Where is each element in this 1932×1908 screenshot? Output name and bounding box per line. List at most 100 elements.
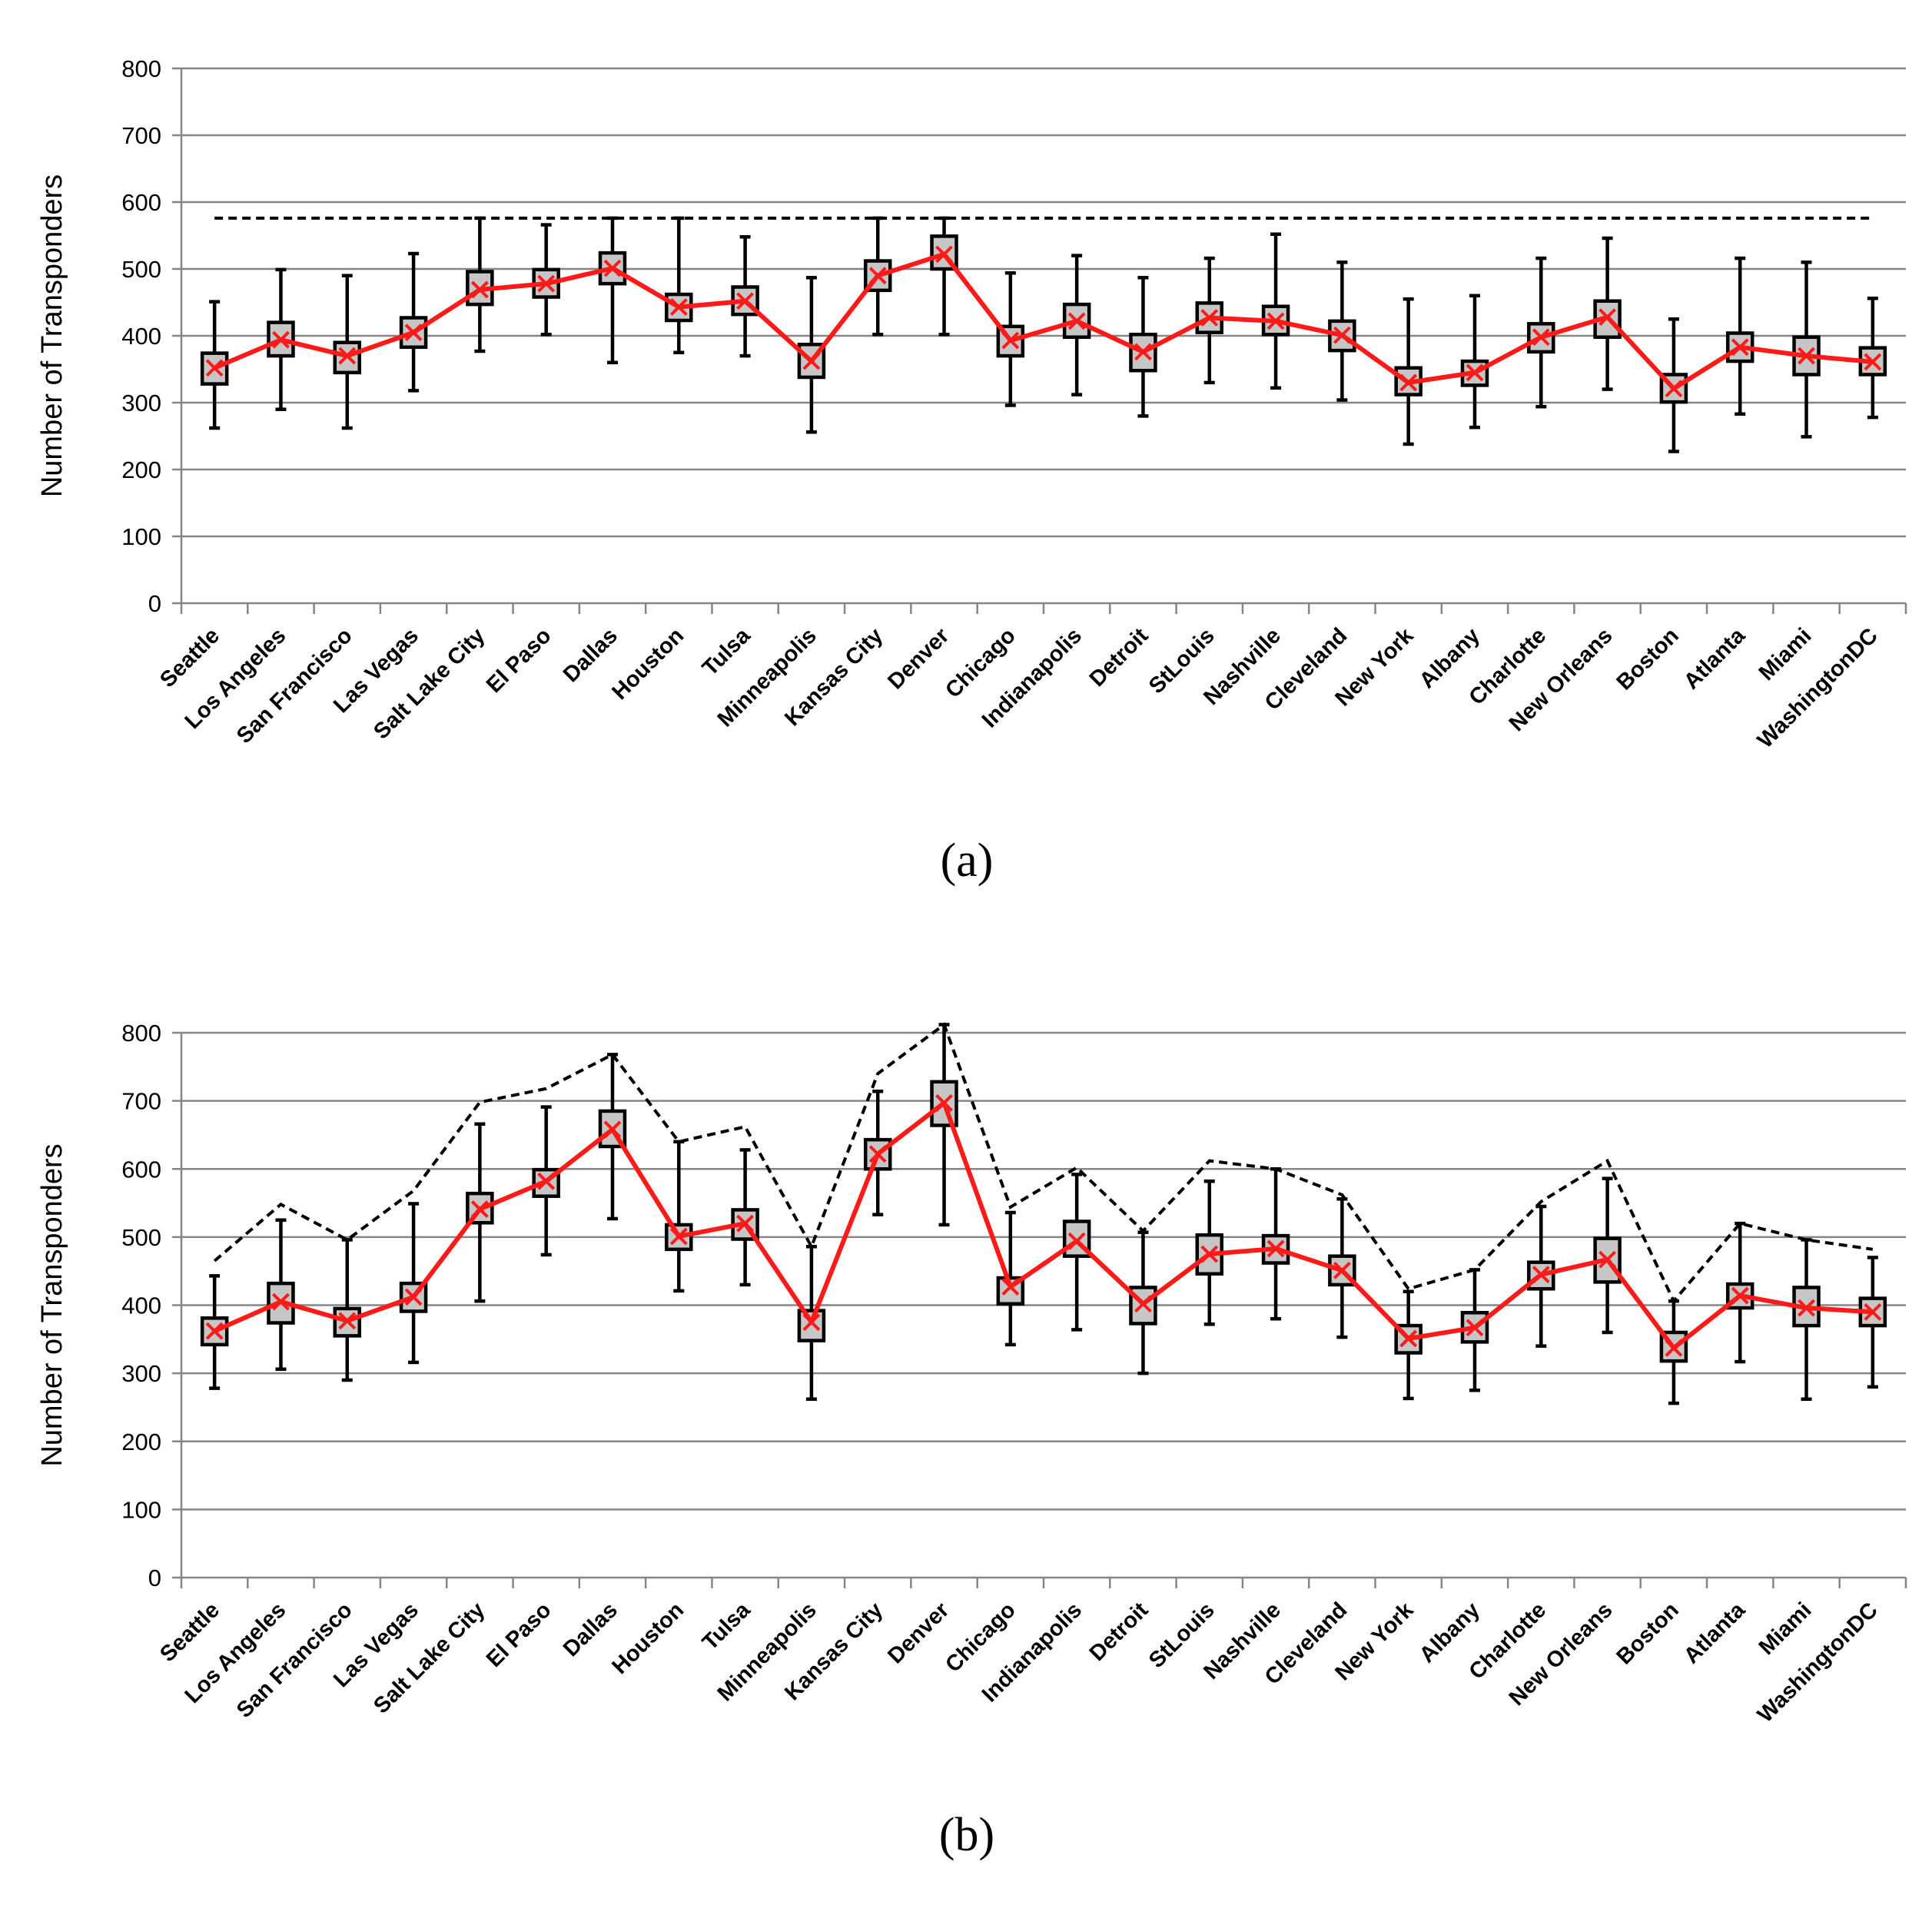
x-tick-label: San Francisco bbox=[232, 623, 357, 748]
mean-marker bbox=[272, 330, 290, 349]
panel-label: (a) bbox=[941, 835, 994, 887]
y-tick-label: 0 bbox=[148, 1565, 161, 1591]
mean-marker bbox=[1598, 1250, 1617, 1269]
y-tick-label: 200 bbox=[121, 1429, 161, 1455]
box bbox=[797, 1309, 826, 1342]
mean-marker bbox=[470, 280, 489, 299]
x-tick-label: El Paso bbox=[482, 623, 556, 698]
mean-marker bbox=[1466, 363, 1484, 382]
mean-marker bbox=[603, 259, 622, 277]
mean-marker bbox=[404, 324, 423, 342]
chart-panel-a: 0 100 200 300 400 500 600 700 800 Number of Trans… bbox=[36, 55, 1907, 887]
mean-marker bbox=[1067, 1232, 1086, 1250]
mean-marker bbox=[1731, 338, 1749, 357]
y-axis-title: Number of Transponders bbox=[36, 1143, 68, 1466]
mean-line bbox=[213, 251, 1874, 391]
mean-marker bbox=[1798, 1299, 1815, 1317]
y-tick-label: 300 bbox=[121, 1360, 161, 1387]
x-tick-label: Atlanta bbox=[1679, 623, 1751, 695]
y-tick-label: 800 bbox=[121, 55, 161, 82]
mean-marker bbox=[272, 1292, 290, 1311]
mean-marker bbox=[1333, 1261, 1351, 1279]
mean-marker bbox=[1532, 1266, 1550, 1284]
box bbox=[1659, 373, 1688, 404]
mean-marker bbox=[338, 347, 357, 365]
mean-marker bbox=[1266, 312, 1285, 330]
y-tick-label: 500 bbox=[121, 1224, 161, 1251]
mean-marker bbox=[1067, 312, 1086, 330]
x-tick-label: Detroit bbox=[1085, 623, 1154, 692]
y-tick-label: 700 bbox=[121, 122, 161, 149]
panel-label: (b) bbox=[939, 1809, 994, 1861]
mean-marker bbox=[1798, 347, 1815, 365]
mean-marker bbox=[1266, 1239, 1285, 1258]
mean-marker bbox=[935, 1093, 953, 1112]
mean-marker bbox=[1532, 328, 1550, 347]
mean-marker bbox=[1399, 373, 1418, 392]
mean-marker bbox=[1134, 343, 1152, 361]
mean-marker bbox=[1598, 308, 1617, 327]
y-tick-label: 0 bbox=[148, 590, 161, 617]
mean-marker bbox=[1731, 1286, 1749, 1305]
y-tick-label: 600 bbox=[121, 189, 161, 216]
x-tick-label: WashingtonDC bbox=[1753, 623, 1883, 753]
mean-marker bbox=[802, 1313, 821, 1332]
mean-marker bbox=[1200, 1245, 1219, 1263]
mean-marker bbox=[1200, 309, 1219, 327]
mean-marker bbox=[802, 352, 821, 370]
x-tick-label: Boston bbox=[1612, 623, 1684, 695]
mean-marker bbox=[537, 1172, 556, 1190]
x-tick-label: Miami bbox=[1754, 623, 1817, 685]
mean-marker bbox=[404, 1288, 423, 1306]
mean-line bbox=[213, 1100, 1874, 1351]
x-tick-label: Tulsa bbox=[698, 623, 755, 681]
y-tick-label: 300 bbox=[121, 390, 161, 416]
x-tick-label: Miami bbox=[1754, 1598, 1817, 1660]
y-tick-label: 400 bbox=[121, 1292, 161, 1319]
mean-marker bbox=[1134, 1295, 1152, 1313]
y-tick-label: 500 bbox=[121, 256, 161, 283]
y-tick-label: 400 bbox=[121, 323, 161, 350]
mean-marker bbox=[1665, 380, 1683, 398]
mean-marker bbox=[1001, 331, 1020, 350]
x-tick-label: Tulsa bbox=[698, 1598, 755, 1655]
x-tick-label: WashingtonDC bbox=[1753, 1598, 1883, 1727]
x-tick-label: San Francisco bbox=[232, 1598, 357, 1723]
mean-marker bbox=[868, 267, 887, 285]
mean-marker bbox=[205, 359, 224, 377]
mean-marker bbox=[736, 1214, 755, 1233]
x-tick-label: Dallas bbox=[559, 1598, 622, 1661]
mean-marker bbox=[338, 1312, 357, 1330]
box bbox=[267, 320, 295, 358]
mean-marker bbox=[1466, 1319, 1484, 1337]
x-tick-label: Houston bbox=[607, 623, 689, 705]
mean-marker bbox=[205, 1322, 224, 1340]
mean-marker bbox=[1864, 353, 1882, 371]
x-tick-label: El Paso bbox=[482, 1598, 556, 1672]
x-tick-label: Dallas bbox=[559, 623, 622, 687]
box bbox=[200, 1316, 229, 1347]
mean-marker bbox=[1864, 1302, 1882, 1321]
chart-panel-b: 0 100 200 300 400 500 600 700 800 Number of Trans… bbox=[36, 1020, 1907, 1861]
x-tick-label: Boston bbox=[1612, 1598, 1684, 1669]
x-tick-label: Houston bbox=[607, 1598, 689, 1679]
x-tick-label: Detroit bbox=[1085, 1598, 1154, 1666]
mean-marker bbox=[868, 1145, 887, 1163]
y-tick-label: 200 bbox=[121, 456, 161, 483]
y-tick-label: 100 bbox=[121, 1496, 161, 1523]
mean-marker bbox=[935, 245, 953, 264]
mean-marker bbox=[1333, 326, 1351, 344]
mean-marker bbox=[537, 274, 556, 293]
y-tick-label: 800 bbox=[121, 1020, 161, 1047]
y-tick-label: 600 bbox=[121, 1156, 161, 1183]
mean-marker bbox=[669, 1227, 688, 1246]
box bbox=[333, 1306, 362, 1338]
mean-marker bbox=[1399, 1329, 1418, 1348]
mean-marker bbox=[1001, 1278, 1020, 1296]
mean-marker bbox=[669, 298, 688, 317]
x-tick-label: Atlanta bbox=[1679, 1598, 1751, 1669]
mean-marker bbox=[736, 292, 755, 310]
mean-marker bbox=[1665, 1339, 1683, 1357]
y-tick-label: 100 bbox=[121, 523, 161, 550]
